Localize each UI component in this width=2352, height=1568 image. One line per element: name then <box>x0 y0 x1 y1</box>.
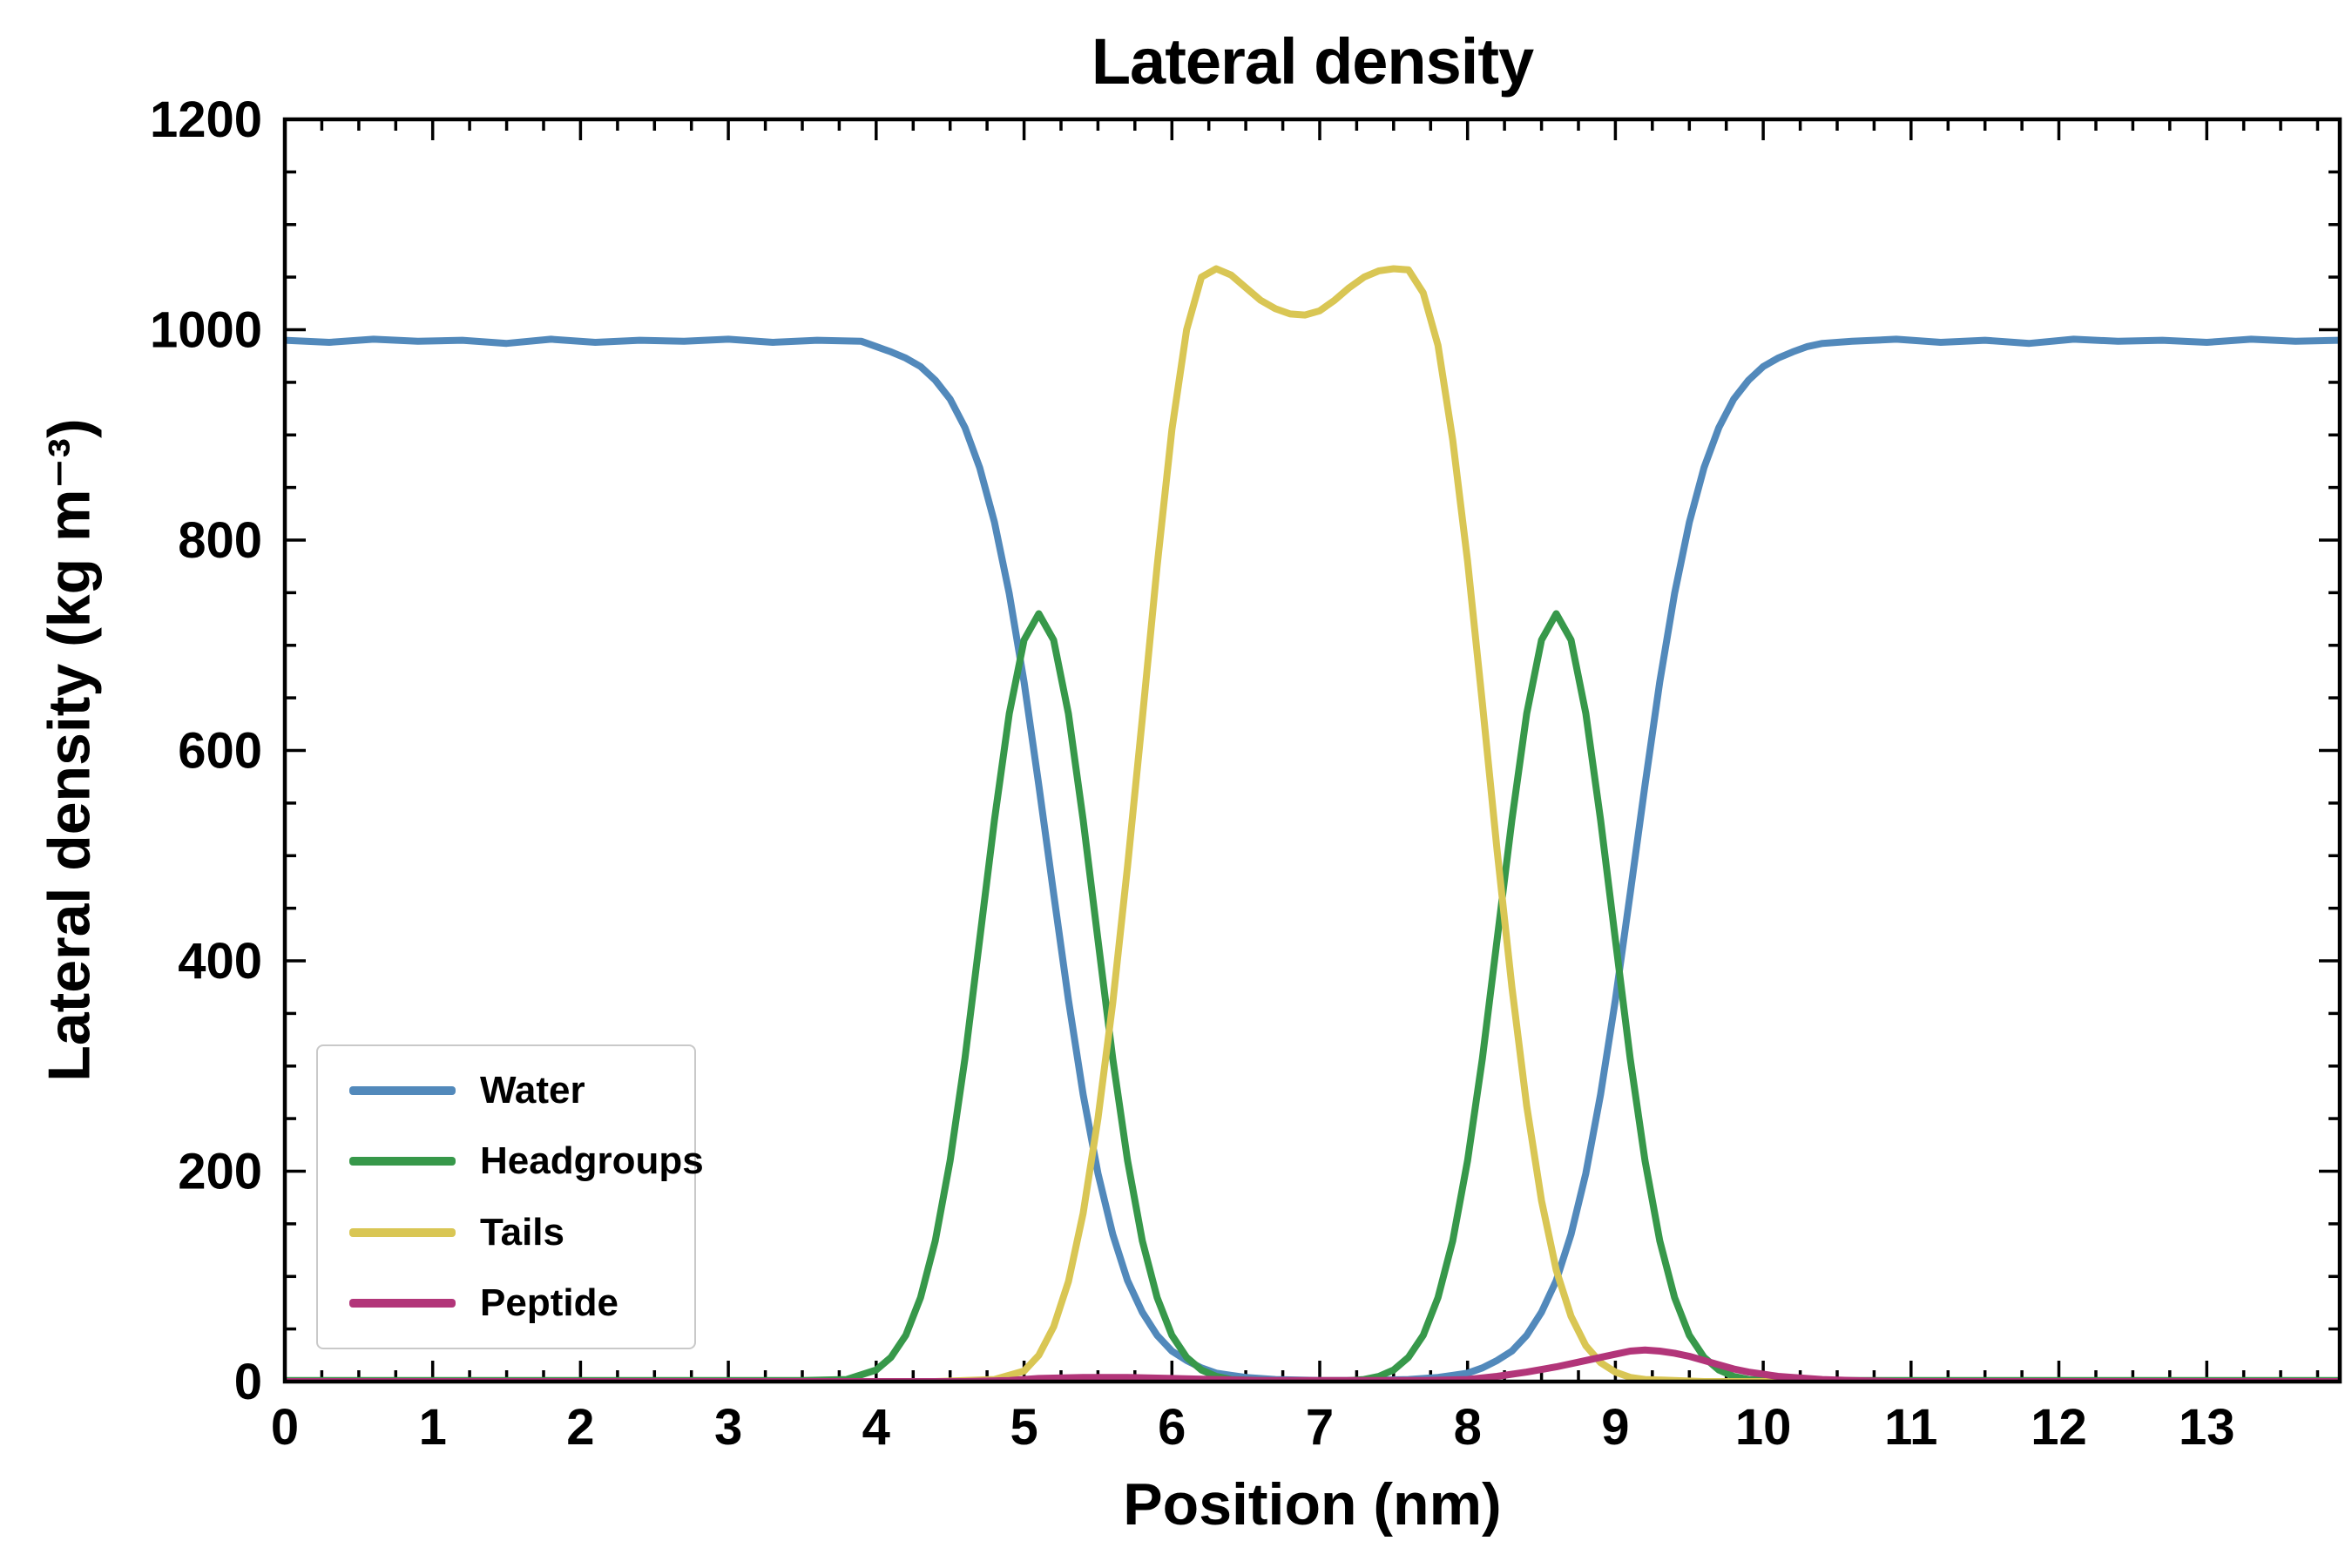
series-line-peptide <box>285 1346 2340 1382</box>
legend-label: Headgroups <box>480 1139 704 1183</box>
x-tick-label: 0 <box>271 1399 299 1456</box>
y-tick-label: 600 <box>178 723 262 780</box>
series-line-tails <box>285 265 2340 1382</box>
y-tick-label: 200 <box>178 1144 262 1200</box>
x-tick-label: 7 <box>1306 1399 1334 1456</box>
y-tick-label: 1200 <box>150 91 262 148</box>
x-tick-label: 9 <box>1601 1399 1629 1456</box>
x-tick-label: 5 <box>1010 1399 1037 1456</box>
x-tick-label: 10 <box>1735 1399 1792 1456</box>
legend-label: Tails <box>480 1210 565 1254</box>
x-tick-label: 3 <box>714 1399 742 1456</box>
x-tick-label: 6 <box>1158 1399 1186 1456</box>
x-tick-label: 13 <box>2179 1399 2235 1456</box>
y-tick-label: 1000 <box>150 302 262 359</box>
y-tick-label: 800 <box>178 512 262 569</box>
legend-item-tails: Tails <box>349 1211 694 1254</box>
y-axis-label: Lateral density (kg m⁻³) <box>36 418 103 1082</box>
headgroups-line-swatch <box>349 1157 456 1166</box>
legend-label: Peptide <box>480 1281 618 1325</box>
plot-frame <box>282 117 2342 1384</box>
x-tick-label: 11 <box>1884 1399 1937 1456</box>
chart-title: Lateral density <box>1091 25 1534 98</box>
x-axis-label: Position (nm) <box>1123 1471 1502 1538</box>
tails-line-swatch <box>349 1227 456 1237</box>
y-tick-label: 400 <box>178 933 262 990</box>
x-tick-label: 4 <box>862 1399 890 1456</box>
legend-label: Water <box>480 1068 585 1112</box>
x-tick-label: 12 <box>2031 1399 2087 1456</box>
legend-item-water: Water <box>349 1069 694 1112</box>
legend: Water Headgroups Tails Peptide <box>316 1044 704 1349</box>
x-tick-label: 1 <box>419 1399 447 1456</box>
x-tick-label: 8 <box>1454 1399 1482 1456</box>
legend-item-headgroups: Headgroups <box>349 1139 704 1183</box>
x-tick-label: 2 <box>566 1399 594 1456</box>
legend-item-peptide: Peptide <box>349 1281 694 1325</box>
peptide-line-swatch <box>349 1299 456 1308</box>
water-line-swatch <box>349 1085 456 1095</box>
y-tick-label: 0 <box>234 1354 262 1410</box>
